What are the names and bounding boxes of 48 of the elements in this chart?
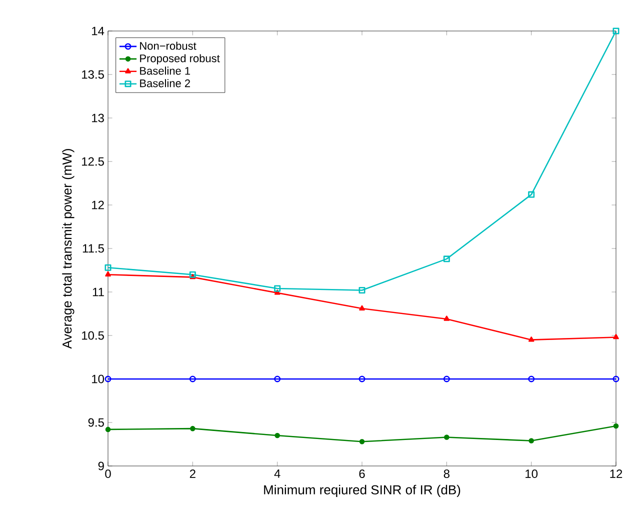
- x-tick-label: 0: [105, 470, 111, 478]
- legend-label: Non−robust: [140, 42, 196, 50]
- point: [105, 426, 111, 432]
- point: [444, 434, 450, 440]
- y-tick-label: 10: [92, 374, 104, 384]
- point: [528, 438, 534, 444]
- point: [528, 191, 535, 198]
- point: [190, 426, 196, 432]
- point: [359, 438, 365, 444]
- point: [358, 376, 366, 382]
- x-tick-label: 10: [526, 470, 538, 478]
- y-tick-label: 11.5: [82, 244, 104, 253]
- y-tick-label: 13: [92, 114, 104, 122]
- x-tick-label: 2: [190, 470, 196, 478]
- point: [358, 286, 366, 294]
- y-tick-label: 14: [92, 26, 104, 36]
- x-tick-label: 12: [610, 470, 622, 478]
- x-tick-label: 8: [444, 470, 450, 478]
- legend-label: Baseline 1: [140, 66, 190, 75]
- point: [274, 432, 280, 438]
- point: [105, 271, 111, 277]
- point: [189, 376, 196, 382]
- y-tick-label: 9.5: [88, 418, 104, 427]
- y-tick-label: 12: [92, 200, 104, 210]
- x-tick-label: 6: [359, 470, 365, 478]
- legend-label: Proposed robust: [140, 54, 220, 64]
- y-axis-title: Average total transmit power (mW): [62, 149, 74, 349]
- point: [528, 376, 535, 382]
- point: [274, 285, 281, 292]
- point: [189, 271, 196, 278]
- point: [613, 423, 619, 429]
- y-tick-label: 13.5: [82, 70, 104, 79]
- point: [444, 316, 450, 321]
- point: [274, 376, 281, 382]
- y-tick-label: 9: [98, 462, 104, 470]
- point: [443, 256, 450, 262]
- x-tick-label: 4: [274, 470, 280, 478]
- x-axis-title: Minimum reqiured SINR of IR (dB): [264, 484, 460, 497]
- point: [612, 28, 620, 34]
- legend-label: Baseline 2: [140, 79, 190, 88]
- y-tick-label: 10.5: [82, 331, 104, 340]
- y-tick-label: 11: [92, 288, 104, 296]
- point: [104, 264, 112, 271]
- point: [443, 376, 450, 382]
- point: [613, 334, 619, 340]
- point: [359, 305, 365, 310]
- point: [528, 336, 534, 342]
- y-tick-label: 12.5: [82, 157, 104, 166]
